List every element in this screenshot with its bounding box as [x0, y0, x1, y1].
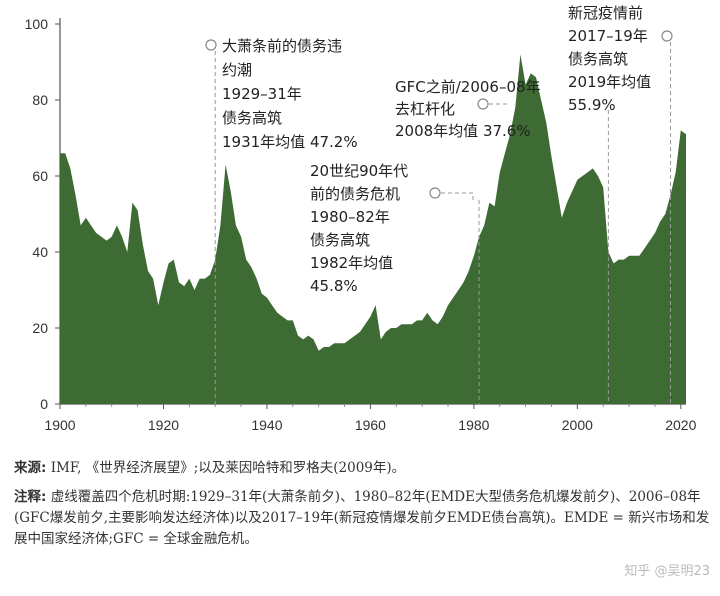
annotation-text: 55.9%	[568, 96, 616, 114]
annotation-text: 45.8%	[310, 277, 358, 295]
annotation-marker	[477, 98, 489, 110]
note-line: 注释: 虚线覆盖四个危机时期:1929–31年(大萧条前夕)、1980–82年(…	[14, 487, 714, 550]
annotation-marker	[429, 187, 441, 199]
y-tick-label: 40	[32, 244, 48, 260]
source-label: 来源:	[14, 460, 47, 476]
annotation-text: 债务高筑	[310, 231, 370, 249]
x-tick-label: 1960	[355, 417, 386, 433]
annotation-text: 1980–82年	[310, 208, 390, 226]
source-text: IMF, 《世界经济展望》;以及莱因哈特和罗格夫(2009年)。	[50, 460, 406, 476]
annotation-text: 1982年均值	[310, 254, 393, 272]
x-tick-label: 1980	[458, 417, 489, 433]
x-tick-label: 1920	[148, 417, 179, 433]
annotation-text: 债务高筑	[222, 109, 282, 127]
annotation-marker	[661, 30, 673, 42]
debt-area-series	[60, 54, 686, 405]
annotation-text: 2019年均值	[568, 73, 651, 91]
y-tick-label: 60	[32, 168, 48, 184]
y-tick-label: 20	[32, 320, 48, 336]
annotation-connector	[441, 192, 474, 200]
x-tick-label: 1940	[251, 417, 282, 433]
y-tick-label: 80	[32, 92, 48, 108]
annotation-text: 去杠杆化	[395, 100, 455, 118]
note-text: 虚线覆盖四个危机时期:1929–31年(大萧条前夕)、1980–82年(EMDE…	[14, 489, 710, 547]
watermark: 知乎 @吴明23	[624, 564, 710, 579]
annotation-text: 20世纪90年代	[310, 162, 408, 180]
annotation-text: GFC之前/2006–08年	[395, 78, 541, 96]
annotation-text: 债务高筑	[568, 50, 628, 68]
annotation-text: 新冠疫情前	[568, 4, 643, 22]
note-label: 注释:	[14, 489, 47, 505]
annotation-text: 2017–19年	[568, 27, 648, 45]
annotation-text: 1929–31年	[222, 85, 302, 103]
annotation-text: 大萧条前的债务违	[222, 37, 342, 55]
chart-notes: 来源: IMF, 《世界经济展望》;以及莱因哈特和罗格夫(2009年)。 注释:…	[14, 458, 714, 550]
axes-group: 0 20 40 60 80 100 1900 1920 1940 1960 1980 2000 2020	[25, 16, 697, 433]
annotation-text: 前的债务危机	[310, 185, 400, 203]
x-tick-label: 1900	[44, 417, 75, 433]
annotation-text: 约潮	[222, 61, 252, 79]
y-tick-label: 0	[40, 396, 48, 412]
debt-area-chart: 0 20 40 60 80 100 1900 1920 1940 1960 1980 2000 2020…	[25, 4, 697, 433]
x-tick-label: 2000	[562, 417, 593, 433]
annotation-text: 2008年均值 37.6%	[395, 122, 531, 140]
y-tick-label: 100	[25, 16, 49, 32]
annotation-marker	[205, 39, 217, 51]
annotation-text: 1931年均值 47.2%	[222, 133, 358, 151]
source-line: 来源: IMF, 《世界经济展望》;以及莱因哈特和罗格夫(2009年)。	[14, 458, 714, 479]
x-tick-label: 2020	[665, 417, 696, 433]
